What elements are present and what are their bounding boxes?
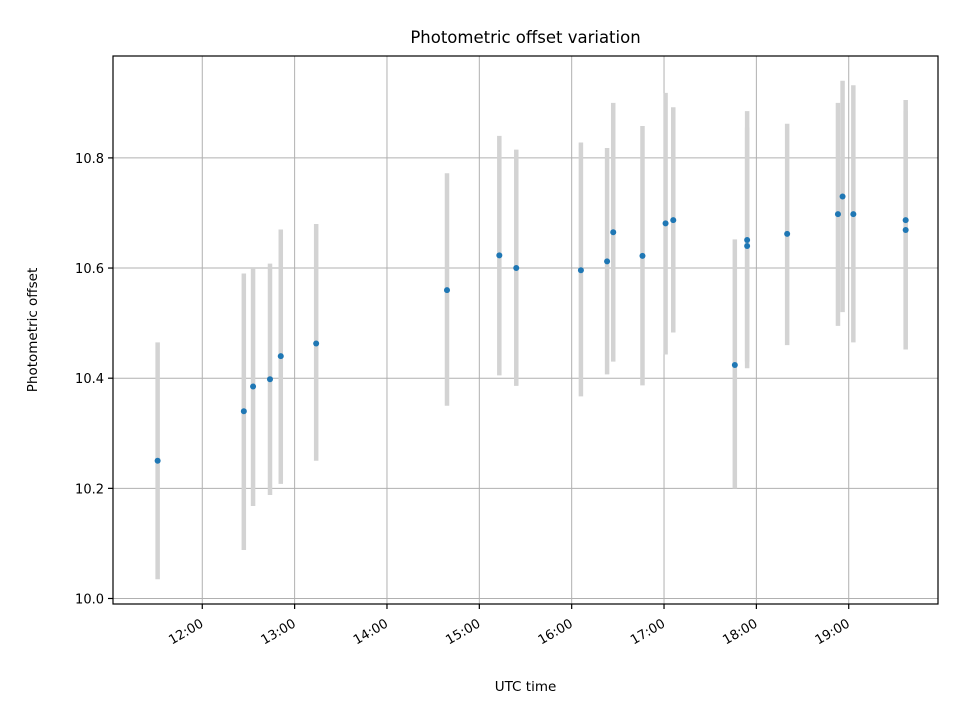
x-tick-label: 17:00	[628, 616, 668, 648]
y-tick-label: 10.4	[75, 372, 104, 387]
data-point	[662, 220, 669, 227]
x-tick-label: 16:00	[536, 616, 576, 648]
y-tick-label: 10.6	[75, 262, 104, 277]
data-point	[604, 258, 611, 265]
data-point	[610, 229, 617, 236]
x-axis-ticks: 12:00 13:00 14:00 15:00 16:00 17:00 18:00 19:00	[166, 604, 853, 648]
y-axis-label: Photometric offset	[25, 268, 41, 392]
data-point	[639, 252, 646, 259]
data-point	[744, 236, 751, 243]
grid	[113, 56, 938, 604]
data-point	[154, 457, 161, 464]
data-point	[240, 408, 247, 415]
x-tick-label: 19:00	[813, 616, 853, 648]
x-tick-label: 14:00	[351, 616, 391, 648]
y-tick-label: 10.2	[75, 482, 104, 497]
y-axis-ticks: 10.0 10.2 10.4 10.6 10.8	[75, 152, 113, 607]
x-tick-label: 13:00	[259, 616, 299, 648]
data-point	[444, 287, 451, 294]
data-point	[277, 353, 284, 360]
data-point	[496, 252, 503, 259]
data-point	[839, 193, 846, 200]
y-tick-label: 10.8	[75, 152, 104, 167]
data-point	[834, 211, 841, 218]
data-point	[902, 217, 909, 224]
data-point	[850, 211, 857, 218]
x-tick-label: 12:00	[166, 616, 206, 648]
x-tick-label: 15:00	[443, 616, 483, 648]
data-point	[731, 361, 738, 368]
data-points	[154, 193, 909, 464]
x-axis-label: UTC time	[495, 679, 557, 695]
data-point	[266, 376, 273, 383]
plot-frame	[112, 55, 939, 605]
data-point	[313, 340, 320, 347]
data-point	[577, 267, 584, 274]
x-tick-label: 18:00	[720, 616, 760, 648]
y-tick-label: 10.0	[75, 592, 104, 607]
data-point	[670, 217, 677, 224]
error-bars	[155, 80, 908, 580]
chart-title: Photometric offset variation	[410, 28, 640, 47]
data-point	[513, 265, 520, 272]
data-point	[784, 230, 791, 237]
data-point	[250, 383, 257, 390]
data-point	[902, 227, 909, 234]
data-point	[744, 243, 751, 250]
